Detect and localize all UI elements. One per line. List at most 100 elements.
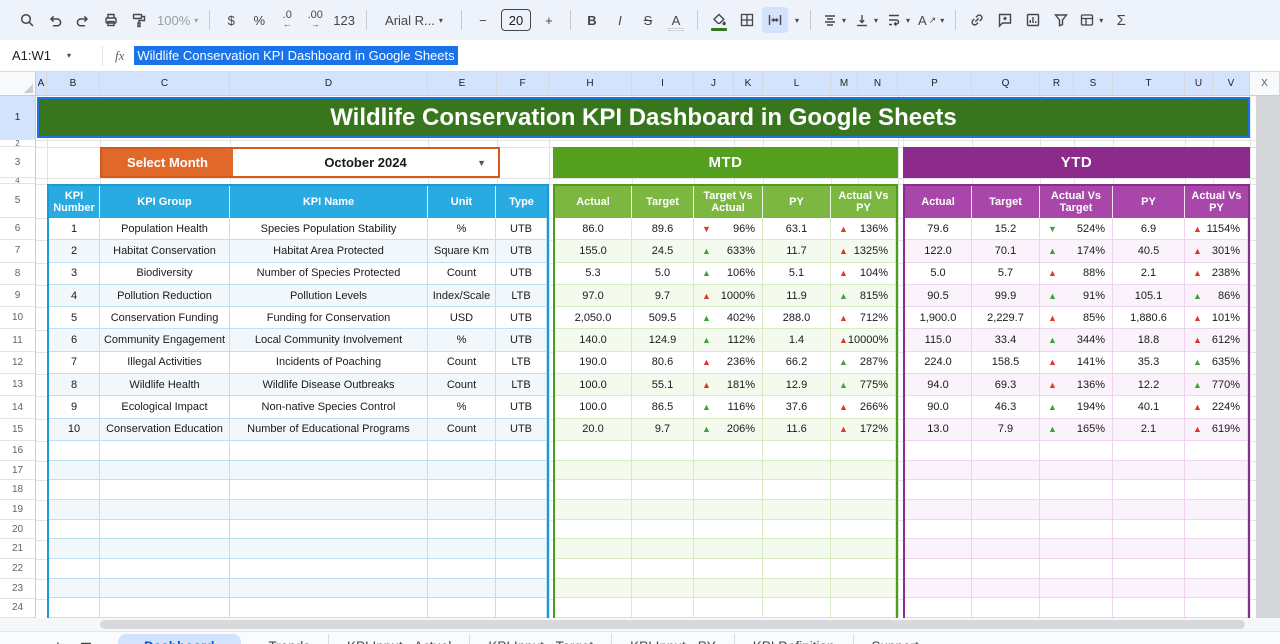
- empty-cell[interactable]: [555, 441, 632, 460]
- table-cell[interactable]: ▲402%: [694, 307, 763, 328]
- table-cell[interactable]: 7: [49, 352, 100, 373]
- table-cell[interactable]: ▲770%: [1185, 374, 1248, 395]
- empty-cell[interactable]: [1185, 500, 1248, 519]
- empty-cell[interactable]: [428, 500, 496, 519]
- empty-cell[interactable]: [1113, 461, 1185, 480]
- header-cell[interactable]: Unit: [428, 186, 496, 218]
- row-header-8[interactable]: 8: [0, 263, 35, 285]
- empty-cell[interactable]: [831, 539, 896, 558]
- empty-cell[interactable]: [694, 520, 763, 539]
- column-header-m[interactable]: M: [831, 72, 858, 95]
- table-cell[interactable]: 5.0: [632, 263, 694, 284]
- header-cell[interactable]: KPI Name: [230, 186, 428, 218]
- table-cell[interactable]: 69.3: [972, 374, 1040, 395]
- empty-cell[interactable]: [694, 579, 763, 598]
- empty-cell[interactable]: [905, 539, 972, 558]
- table-cell[interactable]: 115.0: [905, 329, 972, 350]
- empty-cell[interactable]: [1040, 461, 1113, 480]
- empty-cell[interactable]: [1040, 559, 1113, 578]
- table-cell[interactable]: 140.0: [555, 329, 632, 350]
- column-header-t[interactable]: T: [1113, 72, 1185, 95]
- table-cell[interactable]: 2,050.0: [555, 307, 632, 328]
- title-banner-cell[interactable]: Wildlife Conservation KPI Dashboard in G…: [37, 97, 1250, 138]
- row-header-21[interactable]: 21: [0, 540, 35, 560]
- table-cell[interactable]: ▲136%: [831, 218, 896, 239]
- empty-cell[interactable]: [230, 480, 428, 499]
- empty-cell[interactable]: [694, 598, 763, 617]
- table-cell[interactable]: ▲106%: [694, 263, 763, 284]
- empty-cell[interactable]: [763, 480, 831, 499]
- table-cell[interactable]: 100.0: [555, 396, 632, 417]
- table-cell[interactable]: ▲238%: [1185, 263, 1248, 284]
- column-header-a[interactable]: A: [36, 72, 47, 95]
- table-cell[interactable]: 124.9: [632, 329, 694, 350]
- empty-cell[interactable]: [496, 441, 547, 460]
- table-cell[interactable]: ▼524%: [1040, 218, 1113, 239]
- table-cell[interactable]: Count: [428, 263, 496, 284]
- empty-cell[interactable]: [1185, 441, 1248, 460]
- increase-decimals-button[interactable]: .00→: [302, 7, 328, 33]
- row-header-9[interactable]: 9: [0, 285, 35, 307]
- table-cell[interactable]: 155.0: [555, 240, 632, 261]
- table-cell[interactable]: 2.1: [1113, 419, 1185, 440]
- table-cell[interactable]: ▲224%: [1185, 396, 1248, 417]
- empty-cell[interactable]: [1040, 598, 1113, 617]
- empty-cell[interactable]: [428, 579, 496, 598]
- more-formats-button[interactable]: 123: [330, 7, 358, 33]
- zoom-select[interactable]: 100% ▾: [154, 7, 201, 33]
- empty-cell[interactable]: [428, 480, 496, 499]
- empty-cell[interactable]: [555, 559, 632, 578]
- table-cell[interactable]: 3: [49, 263, 100, 284]
- fill-color-button[interactable]: [706, 7, 732, 33]
- row-header-10[interactable]: 10: [0, 307, 35, 329]
- empty-cell[interactable]: [496, 500, 547, 519]
- table-cell[interactable]: 55.1: [632, 374, 694, 395]
- empty-cell[interactable]: [831, 559, 896, 578]
- table-cell[interactable]: 190.0: [555, 352, 632, 373]
- italic-button[interactable]: I: [607, 7, 633, 33]
- header-cell[interactable]: Target Vs Actual: [694, 186, 763, 218]
- table-cell[interactable]: 13.0: [905, 419, 972, 440]
- empty-cell[interactable]: [555, 598, 632, 617]
- column-header-k[interactable]: K: [734, 72, 763, 95]
- table-cell[interactable]: 509.5: [632, 307, 694, 328]
- table-cell[interactable]: Count: [428, 352, 496, 373]
- empty-cell[interactable]: [496, 559, 547, 578]
- empty-cell[interactable]: [1040, 500, 1113, 519]
- table-cell[interactable]: 86.5: [632, 396, 694, 417]
- table-cell[interactable]: ▲141%: [1040, 352, 1113, 373]
- table-cell[interactable]: ▼96%: [694, 218, 763, 239]
- empty-cell[interactable]: [831, 500, 896, 519]
- empty-cell[interactable]: [100, 480, 230, 499]
- row-header-7[interactable]: 7: [0, 240, 35, 262]
- table-cell[interactable]: ▲344%: [1040, 329, 1113, 350]
- table-cell[interactable]: UTB: [496, 218, 547, 239]
- table-cell[interactable]: Biodiversity: [100, 263, 230, 284]
- empty-cell[interactable]: [428, 461, 496, 480]
- empty-cell[interactable]: [972, 539, 1040, 558]
- table-cell[interactable]: %: [428, 329, 496, 350]
- table-cell[interactable]: 11.6: [763, 419, 831, 440]
- table-cell[interactable]: ▲88%: [1040, 263, 1113, 284]
- table-cell[interactable]: Index/Scale: [428, 285, 496, 306]
- table-cell[interactable]: 11.7: [763, 240, 831, 261]
- table-cell[interactable]: Funding for Conservation: [230, 307, 428, 328]
- table-cell[interactable]: 2,229.7: [972, 307, 1040, 328]
- empty-cell[interactable]: [49, 500, 100, 519]
- mtd-banner[interactable]: MTD: [553, 147, 898, 178]
- empty-cell[interactable]: [100, 559, 230, 578]
- empty-cell[interactable]: [1185, 598, 1248, 617]
- table-cell[interactable]: Ecological Impact: [100, 396, 230, 417]
- table-cell[interactable]: 5.3: [555, 263, 632, 284]
- column-header-r[interactable]: R: [1040, 72, 1074, 95]
- row-header-2[interactable]: 2: [0, 140, 35, 147]
- table-cell[interactable]: 2.1: [1113, 263, 1185, 284]
- empty-cell[interactable]: [49, 441, 100, 460]
- empty-cell[interactable]: [496, 539, 547, 558]
- row-header-17[interactable]: 17: [0, 461, 35, 481]
- empty-cell[interactable]: [632, 559, 694, 578]
- table-cell[interactable]: 6: [49, 329, 100, 350]
- table-cell[interactable]: 89.6: [632, 218, 694, 239]
- row-header-3[interactable]: 3: [0, 147, 35, 178]
- row-header-12[interactable]: 12: [0, 352, 35, 374]
